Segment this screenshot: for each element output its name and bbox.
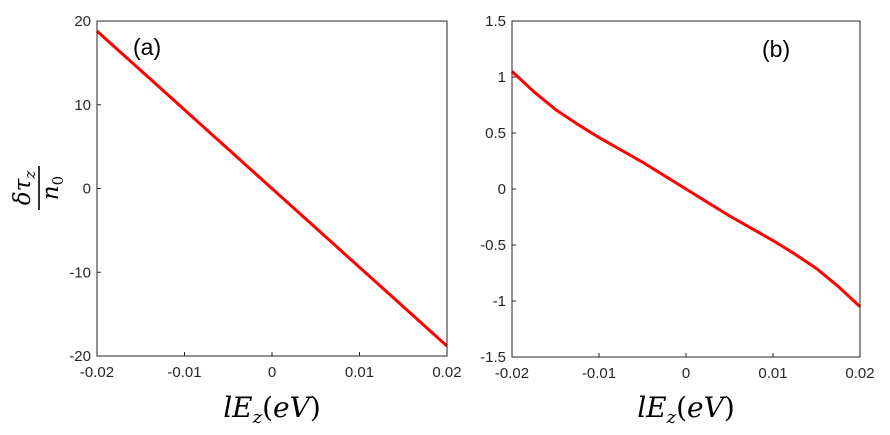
y-tick-label-a: 0 (83, 181, 91, 198)
y-axis-label-numerator: δτz (10, 171, 39, 206)
axes-box-b (511, 20, 861, 358)
x-tick-label-b: 0.01 (758, 365, 787, 382)
x-tick-label-b: 0.02 (845, 365, 874, 382)
y-tick-label-b: -1.5 (480, 349, 506, 366)
panel-b: -1.5 -1 -0.5 0 0.5 1 1.5 -0.02 -0.01 0 0.01 0.02 (… (480, 13, 874, 428)
y-axis-label-denominator: n0 (38, 176, 67, 200)
x-tick-label-a: 0 (268, 364, 276, 381)
y-tick-label-a: 20 (74, 13, 91, 30)
x-axis-label-a: lEz(eV) (223, 391, 321, 428)
x-axis-label-b: lEz(eV) (637, 391, 735, 428)
series-line-a (95, 29, 449, 348)
y-tick-label-b: 1 (498, 69, 506, 86)
y-tick-label-a: -20 (69, 348, 91, 365)
panel-label-b: (b) (762, 36, 790, 62)
x-tick-label-b: -0.01 (582, 365, 616, 382)
panel-a: -20 -10 0 10 20 -0.02 -0.01 0 0.01 0.02 (a) lEz(… (69, 13, 461, 428)
x-tick-label-b: 0 (682, 365, 690, 382)
x-tick-label-a: 0.01 (345, 364, 374, 381)
x-tick-label-a: 0.02 (432, 364, 461, 381)
x-tick-label-a: -0.01 (167, 364, 201, 381)
series-line-b (510, 70, 862, 308)
x-ticks-b: -0.02 -0.01 0 0.01 0.02 (495, 353, 875, 382)
axes-box-a (96, 20, 448, 357)
y-tick-label-b: 0.5 (485, 125, 506, 142)
y-tick-label-b: -0.5 (480, 237, 506, 254)
y-ticks-b: -1.5 -1 -0.5 0 0.5 1 1.5 (480, 13, 516, 366)
y-ticks-a: -20 -10 0 10 20 (69, 13, 101, 365)
y-tick-label-a: -10 (69, 264, 91, 281)
y-tick-label-a: 10 (74, 97, 91, 114)
y-tick-label-b: -1 (493, 293, 506, 310)
y-tick-label-b: 1.5 (485, 13, 506, 30)
x-ticks-a: -0.02 -0.01 0 0.01 0.02 (80, 352, 462, 381)
y-tick-label-b: 0 (498, 181, 506, 198)
y-axis-label: δτz n0 (10, 166, 67, 210)
x-tick-label-a: -0.02 (80, 364, 114, 381)
x-tick-label-b: -0.02 (495, 365, 529, 382)
panel-label-a: (a) (133, 34, 161, 60)
